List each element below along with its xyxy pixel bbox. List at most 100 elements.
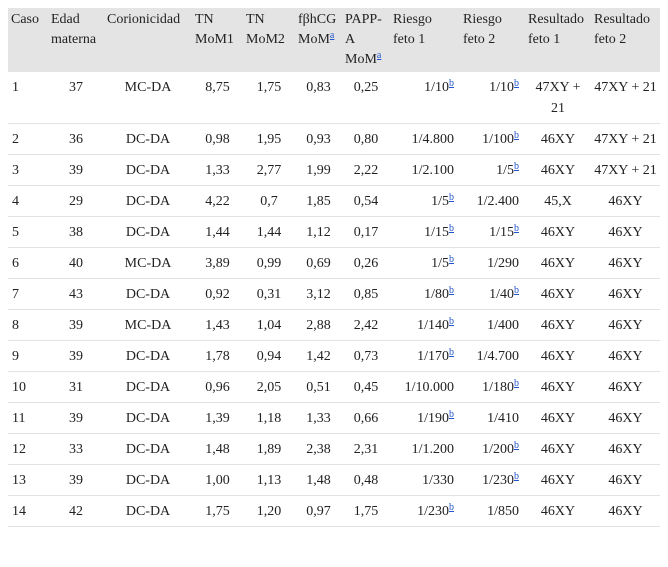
table-cell: 2,42 — [342, 309, 390, 341]
header-row: Caso Edad materna Corionicidad TN MoM1 TN Mo… — [8, 8, 660, 72]
table-cell: 1/80b — [390, 278, 460, 310]
table-row: 14 42 DC-DA 1,75 1,20 0,97 1,75 1/230b 1/850 46XY… — [8, 495, 660, 527]
footnote-ref: b — [449, 285, 454, 296]
footnote-link[interactable]: b — [449, 347, 454, 358]
table-cell: 0,45 — [342, 371, 390, 403]
table-cell: 1/190b — [390, 402, 460, 434]
footnote-link[interactable]: b — [449, 285, 454, 296]
table-cell: 1,95 — [243, 123, 295, 155]
table-row: 10 31 DC-DA 0,96 2,05 0,51 0,45 1/10.000 1/180b 4… — [8, 371, 660, 403]
table-row: 3 39 DC-DA 1,33 2,77 1,99 2,22 1/2.100 1/5b 46XY 4… — [8, 154, 660, 186]
footnote-ref: b — [449, 223, 454, 234]
table-cell: 46XY — [591, 185, 660, 217]
table-cell: 46XY — [525, 402, 591, 434]
footnote-link[interactable]: b — [514, 378, 519, 389]
footnote-link[interactable]: b — [449, 409, 454, 420]
footnote-ref: b — [449, 316, 454, 327]
table-cell: 36 — [48, 123, 104, 155]
table-cell: 47XY + 21 — [591, 72, 660, 124]
footnote-link[interactable]: a — [329, 30, 335, 41]
table-cell: 3,89 — [192, 247, 243, 279]
cell-text: fβhCG MoM — [298, 12, 337, 47]
table-body: 1 37 MC-DA 8,75 1,75 0,83 0,25 1/10b 1/10b 47XY +… — [8, 72, 660, 527]
table-cell: 47XY + 21 — [591, 154, 660, 186]
table-cell: 1,00 — [192, 464, 243, 496]
footnote-ref: b — [514, 378, 519, 389]
cell-text: 1/230 — [417, 504, 449, 519]
table-cell: 39 — [48, 464, 104, 496]
table-cell: MC-DA — [104, 309, 192, 341]
column-header: Riesgo feto 1 — [390, 8, 460, 72]
cell-text: 1/15 — [489, 225, 514, 240]
column-header: fβhCG MoMa — [295, 8, 342, 72]
footnote-link[interactable]: b — [449, 254, 454, 265]
table-cell: 39 — [48, 154, 104, 186]
table-cell: 0,96 — [192, 371, 243, 403]
table-cell: 46XY — [591, 247, 660, 279]
table-cell: 0,80 — [342, 123, 390, 155]
footnote-ref: b — [514, 78, 519, 89]
footnote-link[interactable]: b — [449, 78, 454, 89]
footnote-link[interactable]: b — [514, 130, 519, 141]
footnote-link[interactable]: b — [514, 161, 519, 172]
footnote-ref: b — [449, 254, 454, 265]
table-cell: 0,98 — [192, 123, 243, 155]
table-row: 4 29 DC-DA 4,22 0,7 1,85 0,54 1/5b 1/2.400 45,X 46… — [8, 185, 660, 217]
column-header: PAPP-A MoMa — [342, 8, 390, 72]
cell-text: 1/200 — [482, 442, 514, 457]
table-cell: 1/5b — [390, 185, 460, 217]
table-cell: 10 — [8, 371, 48, 403]
table-cell: 1,12 — [295, 216, 342, 248]
cell-text: PAPP-A MoM — [345, 12, 382, 67]
footnote-ref: b — [449, 78, 454, 89]
footnote-link[interactable]: b — [514, 285, 519, 296]
table-cell: 12 — [8, 433, 48, 465]
table-cell: 1/200b — [460, 433, 525, 465]
table-cell: 1,99 — [295, 154, 342, 186]
table-cell: 7 — [8, 278, 48, 310]
table-cell: 0,73 — [342, 340, 390, 372]
table-cell: 31 — [48, 371, 104, 403]
footnote-link[interactable]: b — [514, 223, 519, 234]
table-cell: 46XY — [525, 464, 591, 496]
footnote-link[interactable]: b — [449, 502, 454, 513]
table-cell: 1/4.800 — [390, 123, 460, 155]
table-cell: 11 — [8, 402, 48, 434]
table-cell: 1,18 — [243, 402, 295, 434]
table-cell: 1/850 — [460, 495, 525, 527]
table-cell: 1/15b — [460, 216, 525, 248]
table-cell: 1,48 — [192, 433, 243, 465]
table-row: 8 39 MC-DA 1,43 1,04 2,88 2,42 1/140b 1/400 46XY 4… — [8, 309, 660, 341]
footnote-link[interactable]: b — [514, 440, 519, 451]
cell-text: 1/15 — [424, 225, 449, 240]
table-cell: 2,38 — [295, 433, 342, 465]
table-cell: 1/330 — [390, 464, 460, 496]
table-cell: 46XY — [525, 216, 591, 248]
table-row: 7 43 DC-DA 0,92 0,31 3,12 0,85 1/80b 1/40b 46XY 46… — [8, 278, 660, 310]
table-cell: 1/1.200 — [390, 433, 460, 465]
cell-text: 1/5 — [431, 256, 449, 271]
footnote-link[interactable]: a — [376, 50, 382, 61]
footnote-link[interactable]: b — [449, 316, 454, 327]
table-cell: 46XY — [525, 247, 591, 279]
table-cell: 0,99 — [243, 247, 295, 279]
table-cell: 1/5b — [460, 154, 525, 186]
footnote-link[interactable]: b — [449, 192, 454, 203]
table-cell: 1/100b — [460, 123, 525, 155]
footnote-ref: a — [330, 30, 334, 41]
cell-text: 1/140 — [417, 318, 449, 333]
footnote-link[interactable]: b — [449, 223, 454, 234]
table-cell: 1,75 — [243, 72, 295, 124]
table-cell: DC-DA — [104, 216, 192, 248]
table-cell: 46XY — [591, 402, 660, 434]
table-cell: 46XY — [525, 278, 591, 310]
column-header: Resultado feto 2 — [591, 8, 660, 72]
table-cell: 0,94 — [243, 340, 295, 372]
table-cell: 0,69 — [295, 247, 342, 279]
table-cell: 39 — [48, 340, 104, 372]
table-cell: 46XY — [525, 309, 591, 341]
footnote-link[interactable]: b — [514, 471, 519, 482]
column-header: Edad materna — [48, 8, 104, 72]
footnote-link[interactable]: b — [514, 78, 519, 89]
table-cell: DC-DA — [104, 402, 192, 434]
